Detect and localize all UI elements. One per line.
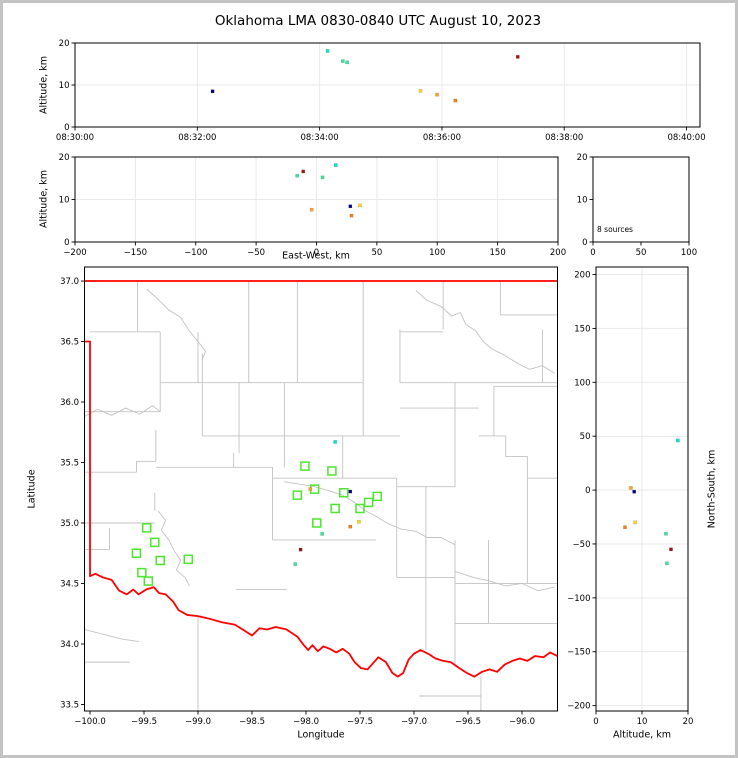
chart-title: Oklahoma LMA 0830-0840 UTC August 10, 20… [214, 13, 542, 29]
time_height-points [210, 49, 520, 103]
svg-text:50: 50 [580, 432, 591, 442]
svg-text:36.5: 36.5 [60, 338, 79, 348]
svg-text:20: 20 [683, 717, 694, 727]
svg-text:−97.5: −97.5 [347, 717, 373, 727]
svg-text:34.0: 34.0 [60, 640, 79, 650]
svg-text:−50: −50 [247, 248, 265, 258]
svg-text:0: 0 [582, 238, 587, 248]
panel-source_histogram: 0 50 100 0 10 20 [577, 153, 697, 258]
svg-text:0: 0 [593, 717, 598, 727]
svg-text:100: 100 [429, 248, 445, 258]
svg-text:10: 10 [637, 717, 648, 727]
svg-text:50: 50 [636, 248, 647, 258]
svg-text:−200: −200 [63, 248, 86, 258]
panel-time_height: 08:30:00 08:32:00 08:34:00 08:36:00 08:38:00… [56, 39, 706, 143]
svg-text:−100.0: −100.0 [74, 717, 105, 727]
svg-text:0: 0 [590, 248, 595, 258]
svg-text:−98.5: −98.5 [239, 717, 265, 727]
xlabel-map-panel: Longitude [297, 729, 345, 741]
svg-text:34.5: 34.5 [60, 579, 79, 589]
svg-text:−99.0: −99.0 [185, 717, 211, 727]
svg-text:200: 200 [550, 248, 566, 258]
lma-station-markers [131, 461, 383, 586]
ylabel-time-height-panel: Altitude, km [38, 56, 50, 114]
svg-text:08:34:00: 08:34:00 [301, 133, 339, 143]
svg-text:−50: −50 [573, 540, 591, 550]
svg-text:10: 10 [577, 196, 588, 206]
ew_height-points [295, 163, 362, 218]
svg-text:−100: −100 [567, 594, 590, 604]
svg-text:35.5: 35.5 [60, 459, 79, 469]
svg-text:100: 100 [574, 378, 590, 388]
svg-text:33.5: 33.5 [60, 700, 79, 710]
svg-text:−97.0: −97.0 [401, 717, 427, 727]
svg-text:−150: −150 [567, 648, 590, 658]
sources-count-note: 8 sources [597, 225, 633, 234]
svg-text:08:36:00: 08:36:00 [423, 133, 461, 143]
svg-text:20: 20 [59, 153, 70, 163]
svg-text:−96.5: −96.5 [455, 717, 481, 727]
svg-text:37.0: 37.0 [60, 277, 79, 287]
svg-text:36.0: 36.0 [60, 398, 79, 408]
svg-text:0: 0 [64, 238, 69, 248]
panel-ns_height: 0 10 20 −200 −150 −100 −50 0 50 100 150 200 [567, 266, 694, 727]
panel-map: −100.0 −99.5 −99.0 −98.5 −98.0 −97.5 −97.0 −96.… [60, 266, 558, 727]
ylabel-ns-height-panel: North-South, km [706, 449, 718, 529]
svg-text:10: 10 [59, 196, 70, 206]
svg-text:50: 50 [371, 248, 382, 258]
svg-text:−96.0: −96.0 [509, 717, 535, 727]
ylabel-map-panel: Latitude [26, 469, 38, 509]
svg-text:20: 20 [59, 39, 70, 49]
ylabel-ew-height-panel: Altitude, km [38, 170, 50, 228]
state-border [84, 280, 558, 678]
map-geography [84, 280, 558, 711]
svg-text:08:38:00: 08:38:00 [545, 133, 583, 143]
svg-text:0: 0 [585, 486, 590, 496]
svg-text:08:30:00: 08:30:00 [56, 133, 94, 143]
svg-text:−100: −100 [184, 248, 207, 258]
svg-text:08:40:00: 08:40:00 [667, 133, 705, 143]
svg-text:35.0: 35.0 [60, 519, 79, 529]
svg-text:200: 200 [574, 271, 590, 281]
panel-ew_height: −200 −150 −100 −50 0 50 100 150 200 0 10 20 [59, 153, 566, 258]
svg-text:−99.5: −99.5 [131, 717, 157, 727]
svg-text:−150: −150 [124, 248, 147, 258]
xlabel-ew-height-panel: East-West, km [282, 250, 350, 262]
county-lines [84, 281, 558, 711]
svg-text:20: 20 [577, 153, 588, 163]
svg-text:100: 100 [681, 248, 697, 258]
svg-text:08:32:00: 08:32:00 [178, 133, 216, 143]
svg-text:150: 150 [574, 324, 590, 334]
xlabel-ns-height-panel: Altitude, km [613, 729, 671, 741]
ns_height-points [623, 438, 680, 566]
lightning-source-points [293, 440, 361, 566]
svg-text:10: 10 [59, 81, 70, 91]
svg-text:0: 0 [64, 123, 69, 133]
svg-text:0: 0 [314, 248, 319, 258]
svg-text:−200: −200 [567, 702, 590, 712]
svg-text:−98.0: −98.0 [293, 717, 319, 727]
svg-text:150: 150 [490, 248, 506, 258]
